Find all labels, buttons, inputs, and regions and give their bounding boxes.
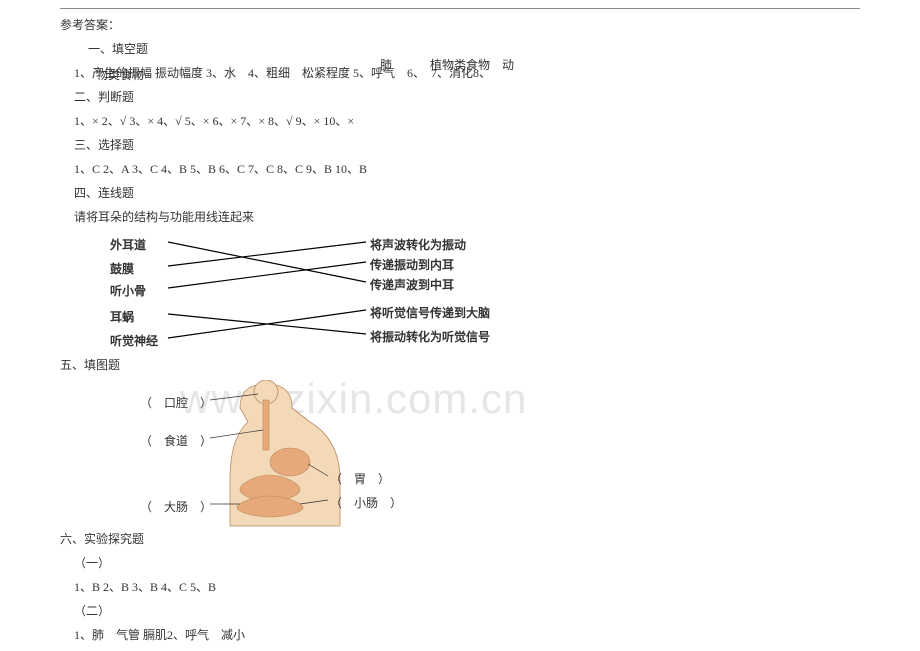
- sec1-overlay-animal: 物类食物: [96, 66, 144, 84]
- sec6-p1: （一）: [60, 554, 860, 572]
- sec1-overlay-plant: 植物类食物 动: [430, 56, 514, 74]
- label-mouth: （ 口腔 ）: [140, 394, 212, 411]
- label-esophagus: （ 食道 ）: [140, 432, 212, 449]
- matching-diagram: 外耳道 鼓膜 听小骨 耳蜗 听觉神经 将声波转化为振动 传递振动到内耳 传递声波…: [110, 232, 550, 352]
- sec6-p2: （二）: [60, 602, 860, 620]
- sec3-title: 三、选择题: [60, 136, 860, 154]
- sec6-a1: 1、B 2、B 3、B 4、C 5、B: [60, 578, 860, 596]
- label-large-int: （ 大肠 ）: [140, 498, 212, 515]
- body-figure: （ 口腔 ） （ 食道 ） （ 大肠 ） （ 胃 ） （ 小肠 ）: [140, 380, 460, 530]
- sec2-title: 二、判断题: [60, 88, 860, 106]
- label-small-int: （ 小肠 ）: [330, 494, 402, 511]
- label-stomach: （ 胃 ）: [330, 470, 390, 487]
- sec6-a2: 1、肺 气管 膈肌2、呼气 减小: [60, 626, 860, 644]
- sec4-prompt: 请将耳朵的结构与功能用线连起来: [60, 208, 860, 226]
- sec3-answers: 1、C 2、A 3、C 4、B 5、B 6、C 7、C 8、C 9、B 10、B: [60, 160, 860, 178]
- sec4-title: 四、连线题: [60, 184, 860, 202]
- sec1-q1: 1、产生的振幅 振动幅度 3、水 4、粗细 松紧程度 5、呼气 6、 7、消化8…: [60, 64, 860, 82]
- sec1-overlay-lung: 肺: [380, 56, 392, 74]
- answers-header: 参考答案：: [60, 16, 860, 34]
- sec2-answers: 1、× 2、√ 3、× 4、√ 5、× 6、× 7、× 8、√ 9、× 10、×: [60, 112, 860, 130]
- matching-lines-svg: [110, 232, 550, 352]
- sec5-title: 五、填图题: [60, 356, 860, 374]
- sec6-title: 六、实验探究题: [60, 530, 860, 548]
